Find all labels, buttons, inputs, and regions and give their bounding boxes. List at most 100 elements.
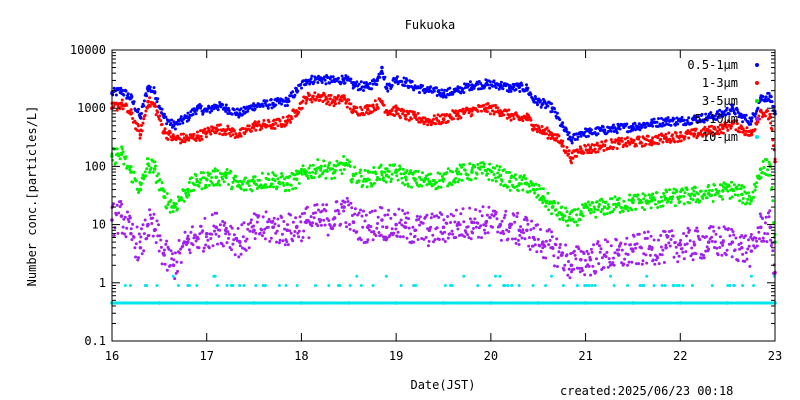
data-point xyxy=(629,243,632,247)
data-point xyxy=(123,215,127,219)
data-point xyxy=(326,100,330,104)
data-point xyxy=(153,91,157,95)
data-point xyxy=(530,123,534,127)
data-point xyxy=(310,100,314,104)
data-point xyxy=(156,179,160,183)
data-point xyxy=(426,177,430,181)
data-point xyxy=(473,217,477,221)
data-point xyxy=(293,93,297,97)
data-point xyxy=(664,132,668,136)
data-point xyxy=(403,175,408,180)
data-point xyxy=(662,191,666,195)
data-point xyxy=(726,128,730,132)
data-point xyxy=(740,234,744,238)
data-point xyxy=(732,284,736,287)
data-point xyxy=(561,251,565,255)
data-point xyxy=(576,135,580,139)
data-point xyxy=(412,176,416,180)
data-point xyxy=(555,136,559,140)
data-point xyxy=(767,91,771,95)
data-point xyxy=(762,111,766,115)
data-point xyxy=(565,145,569,149)
data-point xyxy=(340,74,344,78)
data-point xyxy=(417,217,421,221)
data-point xyxy=(508,179,512,184)
data-point xyxy=(710,130,714,134)
data-point xyxy=(742,113,746,117)
data-point xyxy=(158,234,162,238)
data-point xyxy=(558,217,562,221)
data-point xyxy=(390,177,393,181)
data-point xyxy=(182,132,185,136)
data-point xyxy=(716,110,719,114)
data-point xyxy=(367,104,371,108)
data-point xyxy=(536,103,539,107)
data-point xyxy=(671,195,674,199)
data-point xyxy=(754,112,758,116)
data-point xyxy=(119,200,123,203)
data-point xyxy=(224,103,228,107)
data-point xyxy=(154,164,157,168)
data-point xyxy=(121,225,125,229)
data-point xyxy=(263,183,267,187)
data-point xyxy=(314,97,318,101)
data-point xyxy=(236,113,240,117)
data-point xyxy=(269,184,273,188)
data-point xyxy=(644,125,648,129)
data-point xyxy=(710,124,714,128)
data-point xyxy=(514,241,518,245)
data-point xyxy=(496,82,500,86)
data-point xyxy=(325,169,329,173)
data-point xyxy=(498,224,502,228)
data-point xyxy=(609,244,613,248)
data-point xyxy=(668,230,671,233)
data-point xyxy=(395,234,399,238)
data-point xyxy=(567,131,571,135)
data-point xyxy=(171,210,175,214)
data-point xyxy=(440,175,444,178)
data-point xyxy=(573,253,577,257)
data-point xyxy=(541,246,545,250)
data-point xyxy=(411,172,415,176)
data-point xyxy=(198,181,202,185)
data-point xyxy=(618,127,622,131)
data-point xyxy=(381,176,385,180)
data-point xyxy=(564,149,568,153)
data-point xyxy=(534,97,538,101)
data-point xyxy=(314,171,317,175)
data-point xyxy=(232,233,236,237)
data-point xyxy=(278,238,282,242)
data-point xyxy=(151,216,155,220)
data-point xyxy=(257,120,261,124)
data-point xyxy=(418,91,421,94)
data-point xyxy=(155,284,159,287)
data-point xyxy=(432,89,436,93)
x-tick-label: 19 xyxy=(389,349,403,363)
data-point xyxy=(148,170,152,174)
data-point xyxy=(579,134,583,138)
series-0 xyxy=(110,65,777,145)
data-point xyxy=(175,260,179,264)
data-point xyxy=(166,137,170,141)
data-point xyxy=(266,172,270,176)
data-point xyxy=(131,117,135,120)
data-point xyxy=(688,201,691,205)
data-point xyxy=(174,138,178,142)
data-point xyxy=(213,167,217,171)
data-point xyxy=(493,110,497,114)
data-point xyxy=(336,94,340,98)
data-point xyxy=(344,221,348,225)
data-point xyxy=(218,101,222,104)
data-point xyxy=(503,213,507,217)
data-point xyxy=(336,76,340,80)
data-point xyxy=(553,107,556,111)
data-point xyxy=(685,234,688,238)
data-point xyxy=(135,225,139,229)
data-point xyxy=(581,214,585,218)
data-point xyxy=(526,118,530,122)
data-point xyxy=(348,284,352,287)
data-point xyxy=(622,262,626,266)
data-point xyxy=(143,113,147,117)
data-point xyxy=(744,234,747,238)
data-point xyxy=(681,284,685,287)
